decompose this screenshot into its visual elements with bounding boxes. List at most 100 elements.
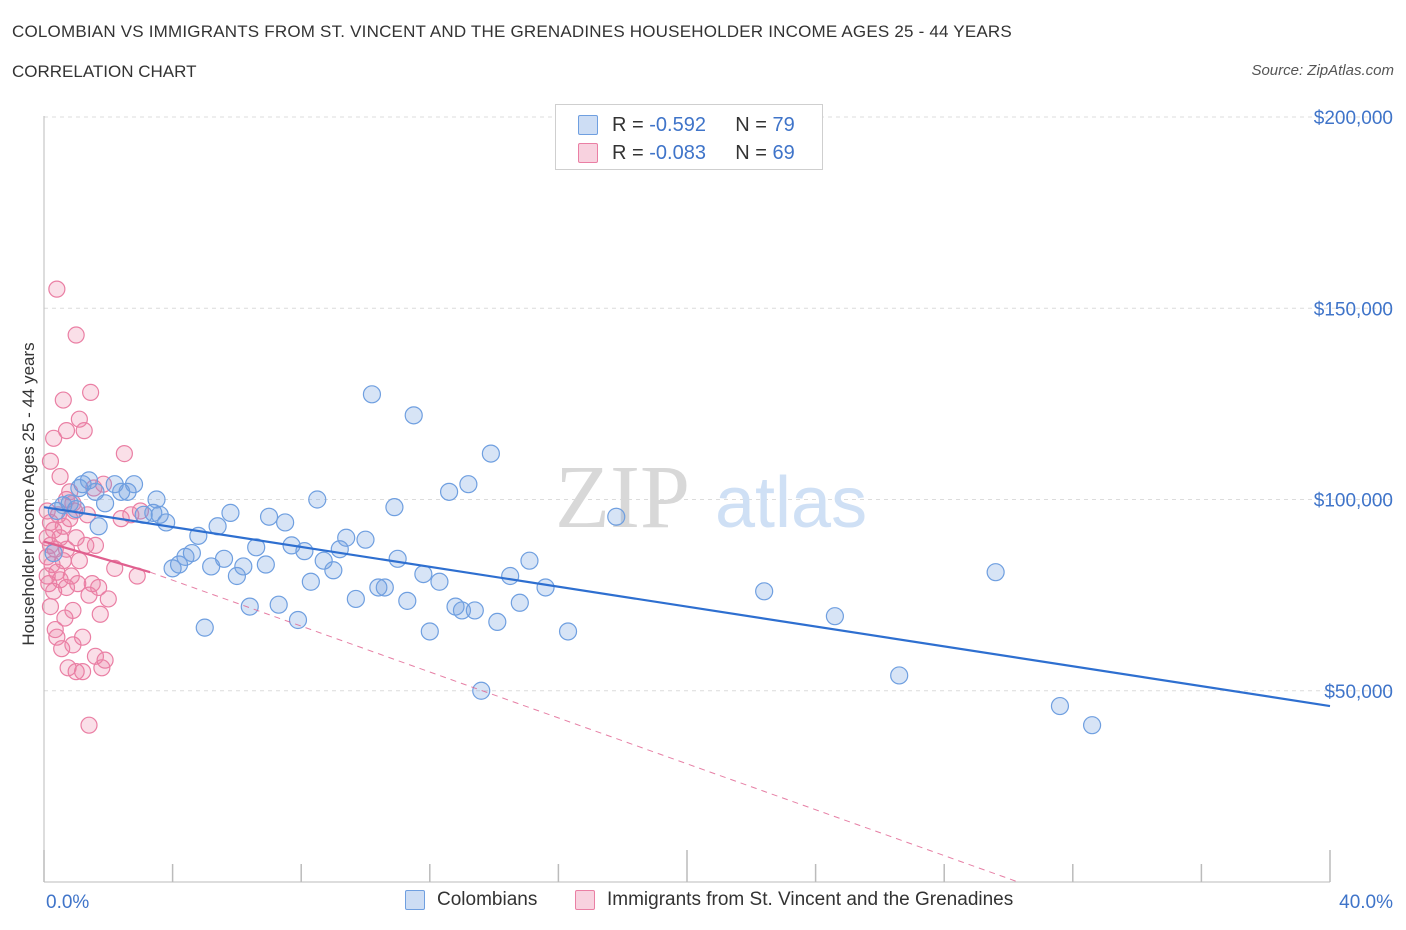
data-point-colombians [472,681,491,700]
x-tick-label: 0.0% [46,892,89,913]
data-point-colombians [369,578,388,597]
legend-label-immigrants: Immigrants from St. Vincent and the Gren… [607,889,1014,910]
data-point-colombians [375,578,394,597]
data-point-immigrants [106,559,124,577]
y-tick-label: $50,000 [1324,682,1393,703]
legend-item-immigrants[interactable]: Immigrants from St. Vincent and the Gren… [575,889,1013,911]
data-point-colombians [301,572,320,591]
data-point-colombians [356,530,375,549]
data-point-colombians [195,618,214,637]
blue-series-points [44,385,1102,735]
data-point-immigrants [73,628,92,646]
legend-swatch-blue [578,115,598,135]
watermark-zip: ZIP [555,448,690,547]
data-point-immigrants [131,502,150,520]
r-label: R = [612,113,644,136]
data-point-immigrants [48,280,66,298]
data-point-immigrants [46,620,64,639]
data-point-immigrants [67,326,85,344]
data-point-colombians [144,503,163,522]
data-point-immigrants [53,640,71,658]
data-point-colombians [488,612,507,632]
r-label: R = [612,141,644,164]
data-point-colombians [346,589,365,609]
watermark-atlas: atlas [715,463,867,543]
data-point-colombians [536,578,555,597]
data-point-colombians [308,490,327,509]
trend-line-colombians [43,506,1331,708]
data-point-colombians [520,551,539,570]
data-point-colombians [79,471,99,490]
data-point-colombians [825,607,844,626]
n-label: N = [735,141,767,164]
data-point-colombians [247,538,266,557]
x-tick-label: 40.0% [1339,892,1393,913]
y-tick-label: $200,000 [1314,108,1393,129]
data-point-colombians [385,498,404,517]
data-point-immigrants [75,422,93,440]
data-point-colombians [398,591,417,610]
data-point-colombians [256,555,275,574]
data-point-colombians [288,610,308,630]
data-point-colombians [755,582,774,601]
data-point-colombians [452,601,472,620]
data-point-colombians [607,507,626,526]
data-point-colombians [269,595,288,614]
chart-subtitle: CORRELATION CHART [12,62,197,81]
data-point-colombians [337,528,356,547]
data-point-immigrants [69,575,87,593]
data-point-colombians [259,507,279,526]
data-point-colombians [986,563,1005,582]
axes [43,116,1331,883]
data-point-immigrants [99,590,117,608]
data-point-immigrants [96,651,114,669]
data-point-colombians [157,513,176,532]
data-point-colombians [147,490,166,509]
data-point-colombians [124,475,144,494]
data-point-colombians [481,444,500,463]
legend-row-immigrants: R = -0.083 N = 69 [578,141,795,165]
data-point-colombians [70,478,89,498]
data-point-colombians [558,622,578,641]
legend-item-colombians[interactable]: Colombians [405,889,537,911]
legend-swatch-pink [578,143,598,163]
trend-lines [43,506,1331,883]
data-point-colombians [404,406,423,425]
tick-labels: $200,000 $150,000 $100,000 $50,000 0.0% 40.0% [46,108,1393,913]
data-point-colombians [890,666,909,685]
y-tick-label: $150,000 [1314,299,1393,320]
data-point-immigrants [86,536,105,555]
data-point-immigrants [73,663,92,681]
correlation-legend: R = -0.592 N = 79 R = -0.083 N = 69 [555,104,823,170]
n-value: 69 [772,141,795,164]
data-point-immigrants [45,429,63,447]
r-value: -0.083 [649,141,706,164]
data-point-immigrants [67,663,85,681]
data-point-colombians [439,482,459,501]
data-point-colombians [240,597,259,616]
data-point-colombians [1050,696,1070,716]
data-point-colombians [414,564,433,584]
n-value: 79 [772,113,795,136]
data-point-immigrants [54,391,72,409]
data-point-immigrants [115,445,133,463]
data-point-colombians [510,593,529,612]
data-point-colombians [227,566,246,586]
data-point-colombians [459,475,478,494]
y-axis-label: Householder Income Ages 25 - 44 years [19,342,38,645]
data-point-colombians [89,517,108,536]
pink-series-points [38,280,150,734]
chart-title: COLOMBIAN VS IMMIGRANTS FROM ST. VINCENT… [12,22,1012,41]
data-point-immigrants [41,597,60,616]
data-point-colombians [362,385,382,404]
data-point-immigrants [57,422,76,440]
data-point-colombians [182,543,201,563]
data-point-immigrants [80,716,98,734]
data-point-colombians [465,601,484,620]
data-point-colombians [501,566,520,586]
data-point-colombians [314,551,333,570]
data-point-immigrants [51,467,69,486]
data-point-colombians [234,557,253,576]
data-point-colombians [276,513,295,532]
data-point-colombians [214,549,234,568]
